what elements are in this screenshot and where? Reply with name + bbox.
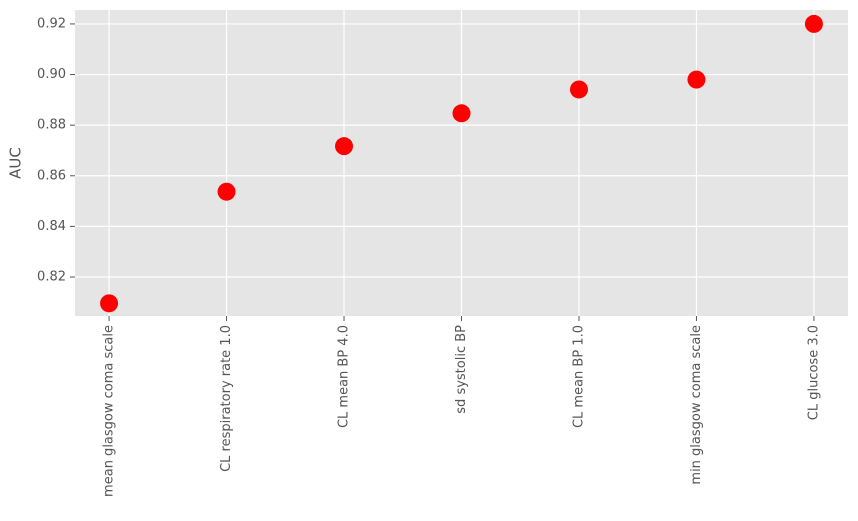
y-axis-label: AUC (7, 147, 25, 179)
x-tick-label: CL mean BP 4.0 (337, 325, 352, 428)
point (569, 80, 588, 99)
y-tick-label: 0.92 (37, 16, 66, 31)
y-tick-label: 0.84 (37, 219, 66, 234)
y-tick-label: 0.90 (37, 67, 66, 82)
point (335, 137, 354, 156)
point (452, 104, 471, 123)
y-tick-label: 0.82 (37, 270, 66, 285)
x-tick-label: mean glasgow coma scale (102, 325, 117, 497)
point (217, 182, 236, 201)
x-tick-label: min glasgow coma scale (689, 325, 704, 485)
x-tick-label: CL respiratory rate 1.0 (219, 325, 234, 472)
x-tick-label: CL glucose 3.0 (806, 325, 821, 420)
x-tick-label: sd systolic BP (454, 325, 469, 414)
y-tick-label: 0.88 (37, 118, 66, 133)
point (687, 70, 706, 89)
x-tick-label: CL mean BP 1.0 (571, 325, 586, 428)
point (100, 294, 119, 313)
y-tick-label: 0.86 (37, 168, 66, 183)
point (804, 14, 823, 33)
